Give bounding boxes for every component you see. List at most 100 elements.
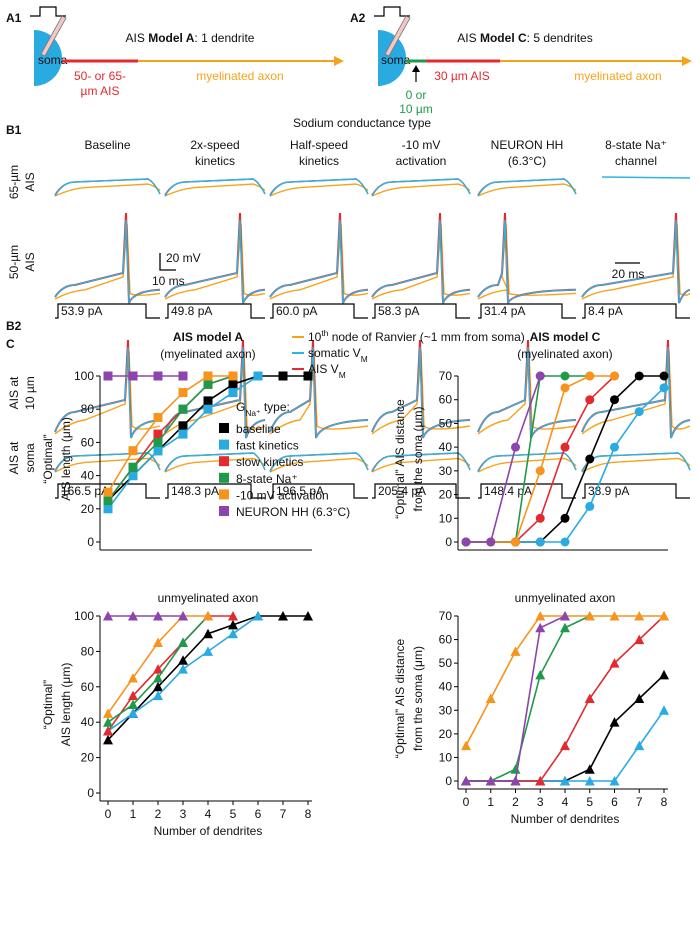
series-line: [466, 375, 590, 543]
voltage-trace: [269, 212, 369, 304]
legend-label: fast kinetics: [236, 439, 299, 453]
legend-label: AIS VM: [308, 362, 346, 380]
text-run: 10: [308, 330, 322, 344]
marker: [128, 446, 138, 456]
marker: [228, 379, 238, 389]
column-header: kinetics: [299, 154, 339, 168]
panel-label: B1: [6, 123, 22, 137]
panel-label: A1: [6, 11, 22, 25]
marker: [535, 611, 546, 621]
marker: [128, 699, 138, 709]
marker: [535, 537, 545, 547]
marker: [560, 442, 570, 452]
voltage-trace: [581, 457, 691, 473]
chart-subtitle: (myelinated axon): [160, 347, 255, 361]
ais-label: µm AIS: [81, 84, 120, 98]
marker: [610, 395, 619, 405]
marker: [585, 371, 595, 381]
text-run: type:: [260, 400, 289, 414]
text-run: somatic V: [308, 346, 361, 360]
text-run: M: [361, 354, 368, 364]
marker: [585, 395, 595, 405]
x-tick-label: 2: [512, 795, 519, 809]
y-tick-label: 60: [439, 393, 453, 407]
legend-swatch: [219, 439, 229, 450]
voltage-trace: [269, 223, 369, 300]
voltage-trace: [477, 183, 577, 197]
stimulus-step: [165, 303, 265, 319]
ais-label: 30 µm AIS: [434, 69, 490, 83]
voltage-trace: [477, 346, 577, 439]
voltage-trace: [371, 212, 471, 304]
chart-title: AIS model C: [530, 330, 601, 344]
series-line: [465, 615, 664, 747]
x-tick-label: 6: [611, 795, 618, 809]
voltage-trace: [371, 346, 471, 439]
x-tick-label: 0: [463, 795, 470, 809]
text-run: AIS: [126, 31, 149, 45]
marker: [511, 537, 520, 547]
voltage-trace: [371, 178, 471, 197]
marker: [228, 388, 238, 398]
voltage-trace: [164, 452, 266, 473]
current-label: 205.4 pA: [378, 484, 426, 498]
stimulus-step: [55, 483, 160, 499]
marker: [103, 504, 113, 514]
legend-swatch: [219, 506, 229, 516]
series-line: [466, 615, 591, 782]
marker: [128, 672, 138, 683]
x-tick-label: 8: [661, 795, 668, 809]
x-tick-label: 1: [487, 795, 494, 809]
voltage-trace: [477, 219, 577, 304]
y-tick-label: 0: [445, 535, 452, 549]
x-tick-label: 2: [155, 807, 162, 821]
marker: [203, 379, 213, 389]
y-axis-label: from the soma (μm): [411, 407, 425, 512]
voltage-trace: [601, 176, 691, 179]
stimulus-step: [582, 303, 690, 319]
voltage-trace: [477, 178, 577, 197]
column-header: activation: [396, 154, 447, 168]
marker: [560, 371, 570, 381]
marker: [535, 622, 546, 633]
x-axis-label: Number of dendrites: [511, 812, 620, 826]
marker: [153, 681, 163, 692]
marker: [203, 646, 213, 656]
marker: [103, 726, 113, 736]
y-tick-label: 10: [439, 511, 453, 525]
marker: [535, 513, 545, 523]
offset-label: 10 µm: [399, 102, 433, 116]
marker: [511, 442, 520, 452]
voltage-trace: [371, 219, 471, 304]
x-tick-label: 1: [130, 807, 137, 821]
legend-label: somatic VM: [308, 346, 368, 364]
y-axis-label: “Optimal” AIS distance: [393, 399, 407, 519]
voltage-trace: [269, 452, 369, 473]
marker: [128, 611, 138, 621]
y-tick-label: 100: [74, 609, 94, 623]
text-run: G: [236, 400, 245, 414]
panel-title: Sodium conductance type: [293, 116, 431, 130]
marker: [609, 611, 620, 621]
marker: [203, 611, 213, 621]
text-run: AIS V: [308, 362, 339, 376]
text-run: : 1 dendrite: [194, 31, 254, 45]
voltage-trace: [269, 219, 369, 304]
stimulus-icon: [30, 6, 66, 17]
legend-swatch: [219, 472, 229, 483]
y-tick-label: 70: [439, 369, 453, 383]
y-tick-label: 0: [87, 535, 94, 549]
current-label: 166.5 pA: [61, 484, 109, 498]
marker: [560, 537, 570, 547]
legend-swatch: [219, 489, 229, 500]
marker: [128, 371, 138, 381]
marker: [103, 717, 113, 727]
marker: [560, 513, 570, 523]
marker: [228, 628, 238, 639]
marker: [128, 690, 138, 701]
x-tick-label: 3: [537, 795, 544, 809]
stimulus-step: [270, 303, 368, 319]
voltage-trace: [54, 219, 161, 304]
soma-label: soma: [38, 53, 68, 67]
marker: [585, 454, 595, 464]
